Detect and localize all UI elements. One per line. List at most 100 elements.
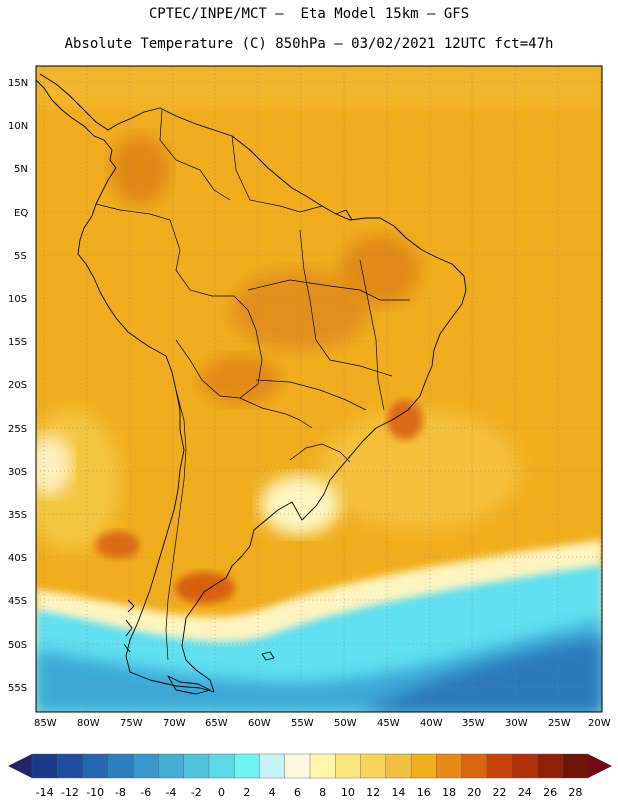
lon-label-75w: 75W [120,718,143,729]
colorbar-label: 6 [294,786,301,799]
colorbar-swatch [436,753,463,779]
temperature-field [36,66,602,712]
colorbar-label: 2 [243,786,250,799]
colorbar-labels: -14 -12 -10 -8 -6 -4 -2 0 2 4 6 8 10 12 14 16 18 20 22 24 26… [36,786,583,799]
colorbar-label: -6 [140,786,151,799]
latitude-axis: 15N 10N 5N EQ 5S 10S 15S 20S 25S 30S 35S… [8,78,28,694]
colorbar-swatch [335,753,362,779]
colorbar-swatch [461,753,488,779]
colorbar-label: 26 [543,786,557,799]
colorbar-label: 28 [568,786,582,799]
lat-label-5n: 5N [14,164,28,175]
colorbar-label: -14 [36,786,54,799]
lat-label-30s: 30S [8,467,27,478]
lat-label-eq: EQ [14,208,28,219]
lon-label-65w: 65W [205,718,228,729]
field-pale-plume [260,475,340,535]
lat-label-55s: 55S [8,683,27,694]
title-line-1: CPTEC/INPE/MCT — Eta Model 15km — GFS [148,6,470,22]
lon-label-20w: 20W [588,718,611,729]
border-paraguay [239,397,313,429]
colorbar-swatch [410,753,437,779]
colorbar-swatch [57,753,84,779]
border-brazil-states-1 [247,279,410,301]
field-dark-chile [96,531,140,559]
colorbar-swatch [259,753,286,779]
field-dark-sao-paulo [387,400,423,440]
field-light-pacific [36,410,120,550]
colorbar-label: 8 [319,786,326,799]
longitude-axis: 85W 80W 75W 70W 65W 60W 55W 50W 45W 40W … [34,718,611,729]
lon-label-50w: 50W [334,718,357,729]
colorbar-swatch [486,753,513,779]
field-cold-deep [360,640,602,712]
lat-label-50s: 50S [8,640,27,651]
colorbar-label: -12 [61,786,79,799]
colorbar-label: 14 [391,786,405,799]
lat-label-15n: 15N [8,78,28,89]
colorbar-swatch [360,753,387,779]
colorbar-swatch [158,753,185,779]
colorbar-label: 10 [341,786,355,799]
lon-label-70w: 70W [163,718,186,729]
colorbar-low-cap [8,754,32,778]
amazon-mouth [335,209,353,221]
border-guianas [231,135,323,213]
field-dark-patagonia [175,572,235,604]
field-light-north [36,66,602,106]
colorbar-label: 22 [493,786,507,799]
caribbean-coast [39,73,263,163]
colorbar-swatch [562,753,589,779]
tierra-del-fuego [167,675,211,695]
border-brazil-states-2 [299,229,393,377]
lon-label-25w: 25W [548,718,571,729]
lat-label-40s: 40S [8,553,27,564]
falklands [261,651,275,661]
colorbar-swatch [31,753,58,779]
lat-label-10n: 10N [8,121,28,132]
field-pale-west [36,435,72,495]
lon-label-55w: 55W [291,718,314,729]
colorbar-swatch [107,753,134,779]
colorbar: -14 -12 -10 -8 -6 -4 -2 0 2 4 6 8 10 12 14 16 18 20 22 24 26… [8,753,612,799]
lon-label-40w: 40W [420,718,443,729]
lon-label-30w: 30W [505,718,528,729]
country-borders [95,109,410,661]
lat-label-20s: 20S [8,380,27,391]
colorbar-label: 18 [442,786,456,799]
coastlines [35,73,467,695]
colorbar-label: 24 [518,786,532,799]
lat-label-5s: 5S [14,251,27,262]
south-america-coast [77,161,467,693]
border-peru-brazil [175,249,257,331]
colorbar-high-cap [588,754,612,778]
lat-label-35s: 35S [8,510,27,521]
field-dark-amazon [230,270,370,350]
field-light-atlantic [320,410,520,530]
lon-label-85w: 85W [34,718,57,729]
title-line-2: Absolute Temperature (C) 850hPa — 03/02/… [64,36,554,52]
lat-label-25s: 25S [8,424,27,435]
colorbar-label: -2 [191,786,202,799]
field-dark-colombia [110,135,170,205]
colorbar-label: 12 [366,786,380,799]
central-america-coast [35,79,117,169]
border-chile-argentina [165,389,187,661]
lat-label-45s: 45S [8,596,27,607]
colorbar-label: -10 [86,786,104,799]
colorbar-swatch [385,753,412,779]
lat-label-15s: 15S [8,337,27,348]
lon-label-35w: 35W [462,718,485,729]
colorbar-label: 16 [417,786,431,799]
colorbar-swatch [183,753,210,779]
border-bolivia [175,329,263,399]
colorbar-swatches [31,753,589,779]
lon-label-80w: 80W [77,718,100,729]
colorbar-label: -8 [115,786,126,799]
colorbar-swatch [284,753,311,779]
colorbar-swatch [82,753,109,779]
colorbar-swatch [132,753,159,779]
border-uruguay [289,443,351,463]
colorbar-label: 0 [218,786,225,799]
